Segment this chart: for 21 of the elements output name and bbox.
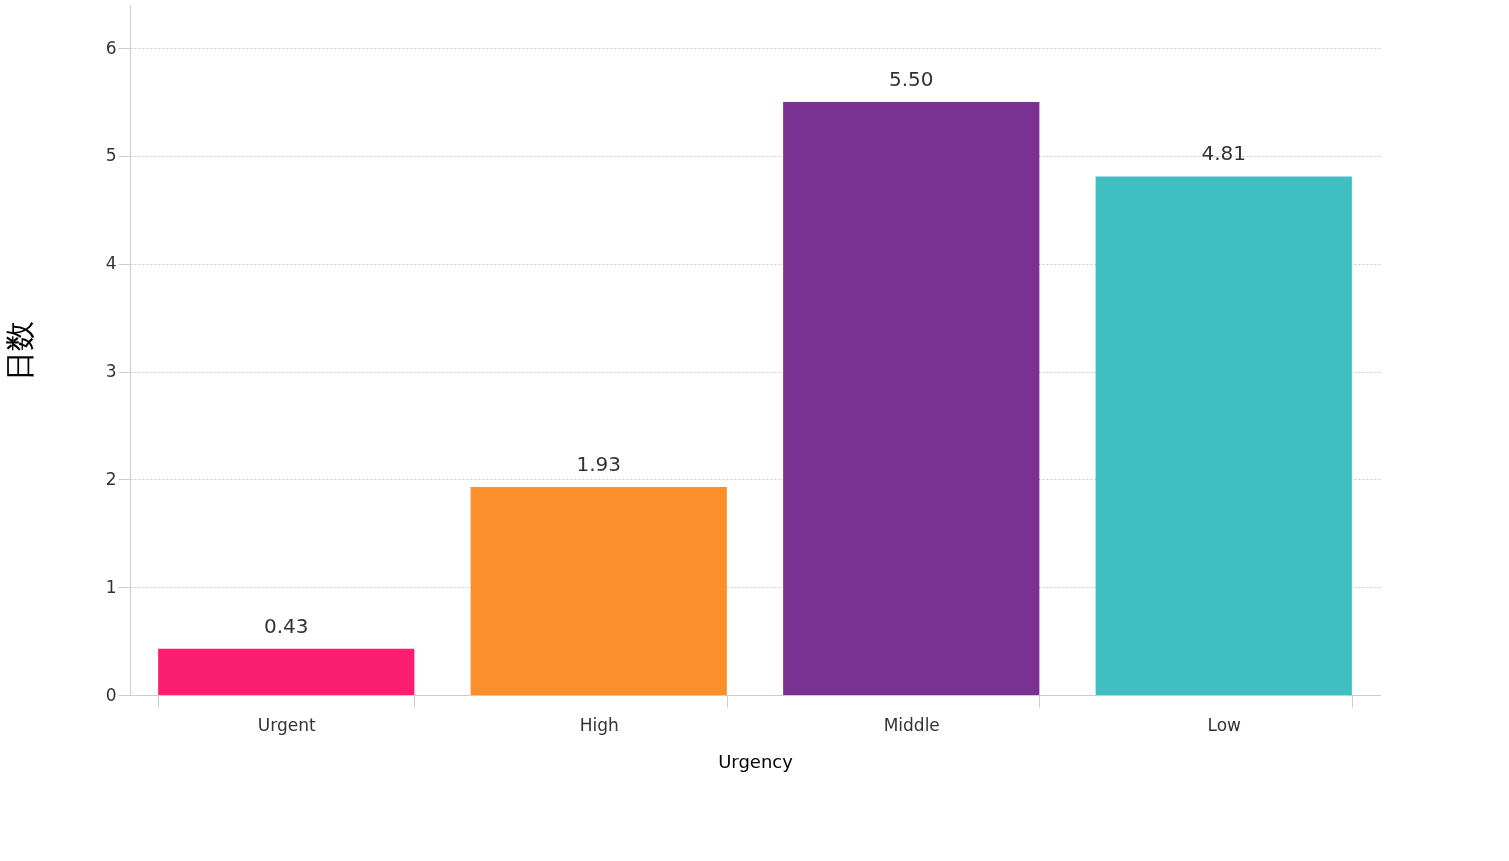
data-label: 4.81 [1201,141,1247,166]
bar [470,486,727,695]
y-tick-label: 3 [105,361,117,382]
x-axis-title: Urgency [718,750,794,772]
y-tick-label: 1 [105,576,117,597]
x-tick-label: Low [1207,714,1242,735]
x-tick-label: High [579,714,619,735]
bar [1095,176,1352,695]
y-axis-title: 日数 [1,320,37,381]
y-tick-label: 5 [105,145,117,166]
y-tick-label: 2 [105,468,117,489]
y-tick-label: 0 [105,684,117,705]
y-tick-label: 4 [105,253,117,274]
bar [783,102,1040,695]
bar [158,648,415,695]
data-label: 0.43 [263,613,309,638]
y-tick-label: 6 [105,37,117,58]
x-tick-label: Middle [883,714,940,735]
x-tick-label: Urgent [257,714,316,735]
data-label: 5.50 [888,67,934,92]
data-label: 1.93 [576,451,622,476]
